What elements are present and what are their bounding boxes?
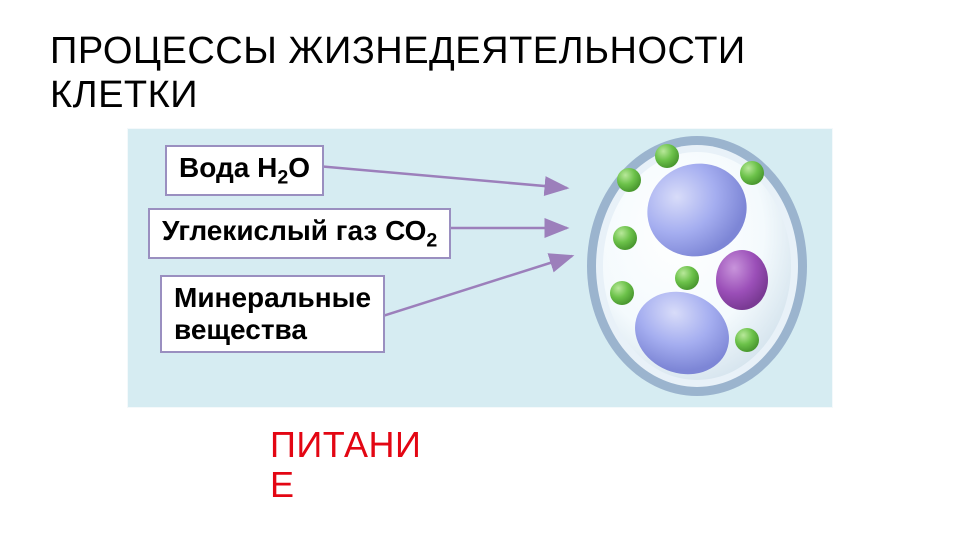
label-minerals-line2: вещества xyxy=(174,314,307,345)
label-co2-sub: 2 xyxy=(426,230,437,252)
label-minerals-line1: Минеральные xyxy=(174,282,371,313)
label-minerals: Минеральные вещества xyxy=(160,275,385,353)
label-water-text: Вода H xyxy=(179,152,277,183)
page-title: ПРОЦЕССЫ ЖИЗНЕДЕЯТЕЛЬНОСТИ КЛЕТКИ xyxy=(50,30,746,117)
label-co2-text: Углекислый газ СО xyxy=(162,215,426,246)
label-water-tail: O xyxy=(288,152,310,183)
label-co2: Углекислый газ СО2 xyxy=(148,208,451,259)
label-water-sub: 2 xyxy=(277,167,288,189)
caption-nutrition: ПИТАНИ Е xyxy=(270,425,421,504)
label-water: Вода H2O xyxy=(165,145,324,196)
